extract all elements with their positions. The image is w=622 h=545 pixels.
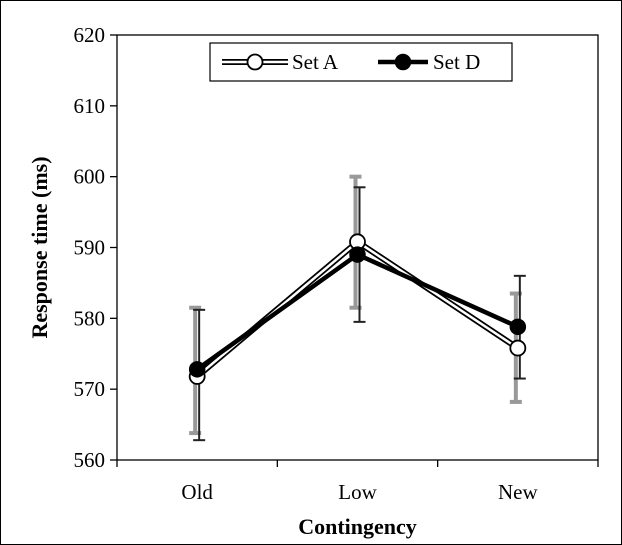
data-point-open <box>509 339 527 357</box>
data-point-filled <box>188 361 206 378</box>
y-tick-label: 600 <box>74 165 106 189</box>
y-tick-label: 560 <box>74 448 106 472</box>
y-tick-label: 580 <box>74 306 106 330</box>
legend: Set A Set D <box>209 42 513 82</box>
x-tick-label: New <box>498 480 538 504</box>
legend-label: Set A <box>292 50 339 74</box>
data-point-filled <box>349 246 366 263</box>
legend-label: Set D <box>433 50 480 74</box>
x-axis-label: Contingency <box>298 514 417 539</box>
y-tick-label: 590 <box>74 236 106 260</box>
x-tick-label: Low <box>338 480 377 504</box>
legend-marker <box>246 53 264 71</box>
y-tick-label: 620 <box>74 23 106 47</box>
data-point-filled <box>509 318 527 336</box>
legend-marker <box>394 53 412 71</box>
y-tick-label: 610 <box>74 94 106 118</box>
y-axis-label: Response time (ms) <box>27 156 52 338</box>
x-tick-label: Old <box>181 480 213 504</box>
axes: 560 570 580 590 600 610 620 Old Low New <box>74 23 599 504</box>
series-markers <box>188 233 527 385</box>
y-tick-label: 570 <box>74 377 106 401</box>
